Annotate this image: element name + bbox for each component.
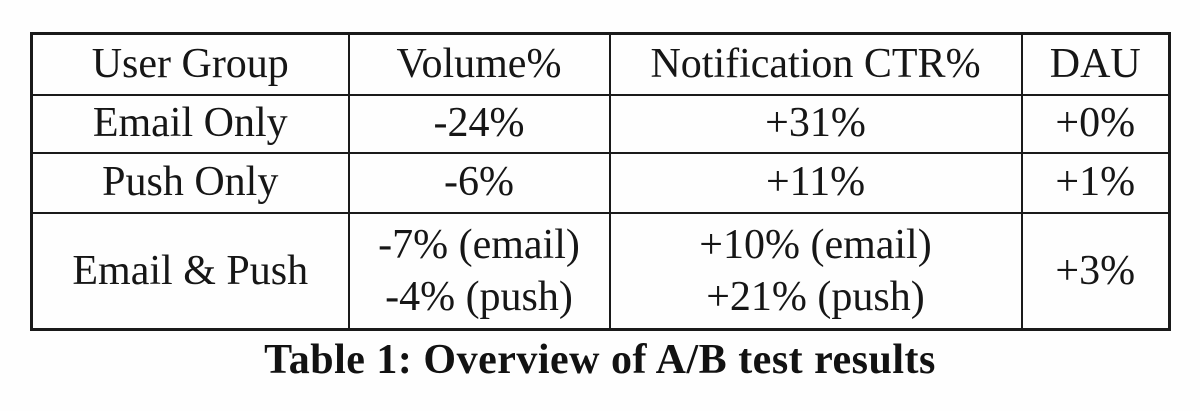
table-row: Email Only -24% +31% +0%: [30, 93, 1171, 154]
col-header-dau: DAU: [1020, 32, 1171, 96]
cell-group-email-and-push: Email & Push: [30, 211, 350, 331]
cell-dau-push-only: +1%: [1020, 151, 1171, 214]
cell-ctr-email-and-push: +10% (email) +21% (push): [608, 211, 1023, 331]
cell-dau-email-and-push: +3%: [1020, 211, 1171, 331]
cell-volume-push-only: -6%: [347, 151, 611, 214]
cell-group-push-only: Push Only: [30, 151, 350, 214]
cell-dau-email-only: +0%: [1020, 93, 1171, 154]
cell-ctr-push-only: +11%: [608, 151, 1023, 214]
ctr-push-line: +21% (push): [706, 273, 925, 320]
cell-volume-email-and-push: -7% (email) -4% (push): [347, 211, 611, 331]
ab-test-results-table: User Group Volume% Notification CTR% DAU…: [30, 32, 1171, 331]
volume-push-line: -4% (push): [385, 273, 573, 320]
table-header-row: User Group Volume% Notification CTR% DAU: [30, 32, 1171, 96]
col-header-volume: Volume%: [347, 32, 611, 96]
col-header-notification-ctr: Notification CTR%: [608, 32, 1023, 96]
cell-volume-email-only: -24%: [347, 93, 611, 154]
table-caption: Table 1: Overview of A/B test results: [264, 337, 936, 383]
ctr-email-line: +10% (email): [699, 221, 932, 268]
volume-email-line: -7% (email): [378, 221, 580, 268]
cell-ctr-email-only: +31%: [608, 93, 1023, 154]
table-row: Email & Push -7% (email) -4% (push) +10%…: [30, 211, 1171, 331]
table-row: Push Only -6% +11% +1%: [30, 151, 1171, 214]
col-header-user-group: User Group: [30, 32, 350, 96]
cell-group-email-only: Email Only: [30, 93, 350, 154]
